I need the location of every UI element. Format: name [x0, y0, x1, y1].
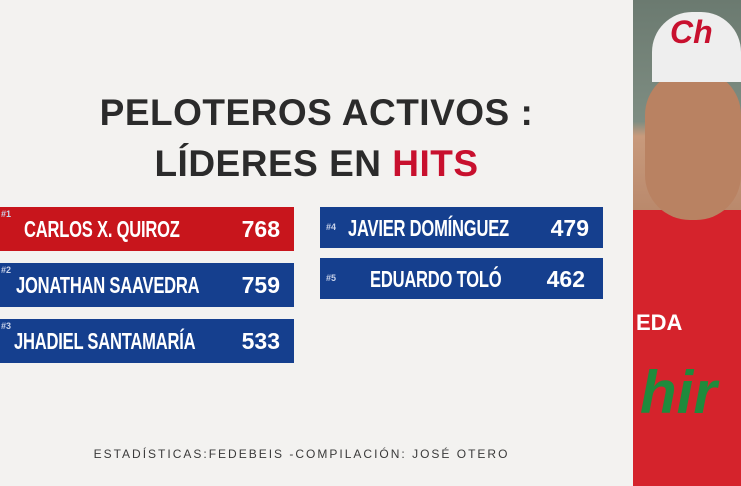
leader-row-1: #1 CARLOS X. QUIROZ 768	[0, 207, 294, 251]
hits-value: 759	[241, 272, 280, 298]
title-prefix: LÍDERES EN	[154, 143, 393, 184]
rank-label: #2	[1, 265, 12, 275]
hits-value: 462	[546, 265, 585, 292]
player-cap	[652, 12, 741, 82]
title-line-1: PELOTEROS ACTIVOS :	[99, 92, 534, 133]
title-highlight: HITS	[392, 143, 479, 184]
cap-logo: Ch	[670, 14, 713, 50]
rank-label: #3	[1, 321, 12, 331]
player-name: CARLOS X. QUIROZ	[24, 216, 180, 242]
jersey-text: EDA	[636, 310, 683, 335]
jersey-script: hir	[640, 359, 717, 426]
hits-value: 768	[241, 216, 280, 242]
rank-label: #1	[1, 209, 12, 219]
footer-credits: ESTADÍSTICAS:FEDEBEIS -COMPILACIÓN: JOSÉ…	[93, 447, 510, 461]
player-name: JHADIEL SANTAMARÍA	[14, 328, 196, 354]
player-jersey	[633, 210, 741, 486]
leader-row-4: #4 JAVIER DOMÍNGUEZ 479	[320, 207, 603, 248]
rank-label: #5	[326, 273, 337, 283]
leader-row-3: #3 JHADIEL SANTAMARÍA 533	[0, 319, 294, 363]
player-name: JONATHAN SAAVEDRA	[16, 272, 200, 298]
leader-row-2: #2 JONATHAN SAAVEDRA 759	[0, 263, 294, 307]
hits-value: 533	[241, 328, 280, 354]
title-line-2: LÍDERES EN HITS	[0, 143, 633, 185]
player-name: EDUARDO TOLÓ	[370, 265, 502, 292]
player-name: JAVIER DOMÍNGUEZ	[348, 214, 509, 241]
rank-label: #4	[326, 222, 337, 232]
leader-row-5: #5 EDUARDO TOLÓ 462	[320, 258, 603, 299]
hits-value: 479	[550, 214, 589, 241]
player-face	[645, 70, 741, 220]
